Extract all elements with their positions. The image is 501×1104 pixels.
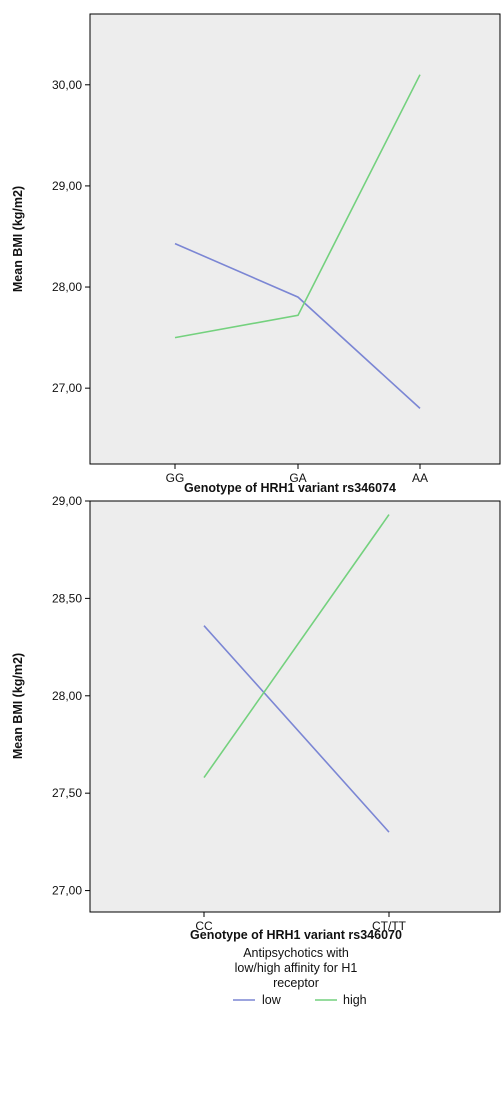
y-tick-label: 29,00	[52, 179, 82, 193]
chart-top: 27,00 28,00 29,00 30,00 GG GA AA Genotype of …	[11, 13, 501, 495]
x-ticks-top: GG GA AA	[166, 464, 428, 485]
y-ticks-bottom: 27,00 27,50 28,00 28,50 29,00	[52, 494, 90, 898]
legend-label-low: low	[262, 993, 282, 1007]
y-tick-label: 28,50	[52, 591, 82, 605]
y-axis-title-top: Mean BMI (kg/m2)	[11, 186, 25, 292]
y-tick-label: 28,00	[52, 689, 82, 703]
x-tick-label: CT/TT	[372, 919, 407, 933]
y-tick-label: 29,00	[52, 494, 82, 508]
legend-label-high: high	[343, 993, 367, 1007]
y-axis-title-bottom: Mean BMI (kg/m2)	[11, 653, 25, 759]
legend-title-line-3: receptor	[273, 976, 319, 990]
x-axis-title-bottom: Genotype of HRH1 variant rs346070	[190, 928, 402, 942]
series-line-low	[203, 625, 390, 833]
y-tick-label: 27,50	[52, 786, 82, 800]
x-tick-label: CC	[195, 919, 213, 933]
series-lines-top	[174, 74, 421, 409]
series-lines-bottom	[203, 514, 390, 833]
x-tick-label: GA	[289, 471, 306, 485]
plot-area-bottom	[89, 500, 501, 913]
x-axis-title-top: Genotype of HRH1 variant rs346074	[184, 481, 396, 495]
y-tick-label: 28,00	[52, 280, 82, 294]
y-tick-label: 27,00	[52, 381, 82, 395]
y-tick-label: 30,00	[52, 78, 82, 92]
x-tick-label: AA	[412, 471, 428, 485]
plot-area-top	[89, 13, 501, 465]
chart-bottom: 27,00 27,50 28,00 28,50 29,00 CC CT/TT Genoty…	[11, 494, 501, 942]
y-ticks-top: 27,00 28,00 29,00 30,00	[52, 78, 90, 395]
legend-title-line-1: Antipsychotics with	[243, 946, 349, 960]
y-tick-label: 27,00	[52, 884, 82, 898]
x-ticks-bottom: CC CT/TT	[195, 912, 407, 933]
series-line-high	[174, 74, 421, 339]
legend: Antipsychotics with low/high affinity fo…	[233, 946, 367, 1007]
x-tick-label: GG	[166, 471, 185, 485]
series-line-low	[174, 242, 421, 409]
series-line-high	[203, 514, 390, 779]
legend-title-line-2: low/high affinity for H1	[235, 961, 358, 975]
